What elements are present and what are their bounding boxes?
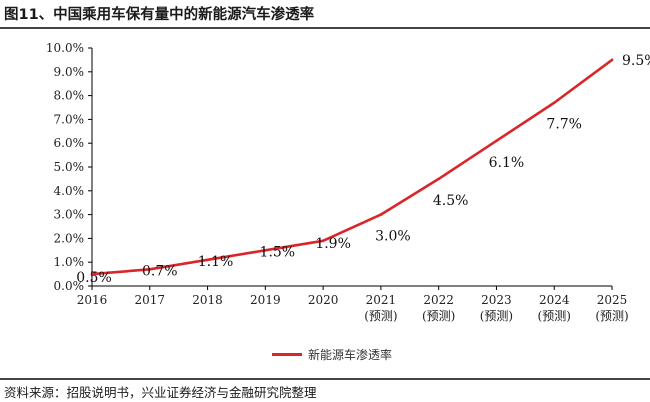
legend-swatch bbox=[272, 353, 302, 356]
source-note: 资料来源：招股说明书，兴业证券经济与金融研究院整理 bbox=[4, 385, 317, 400]
x-tick-label: 2018 bbox=[192, 293, 223, 307]
x-tick-label: 2022 bbox=[423, 293, 454, 307]
y-tick-label: 4.0% bbox=[54, 184, 85, 198]
x-tick-label: 2023 bbox=[481, 293, 512, 307]
y-tick-label: 1.0% bbox=[54, 255, 85, 269]
data-label: 7.7% bbox=[546, 117, 582, 133]
x-tick-label: 2021 bbox=[366, 293, 397, 307]
y-tick-label: 7.0% bbox=[54, 112, 85, 126]
legend: 新能源车渗透率 bbox=[272, 346, 392, 363]
data-label: 0.7% bbox=[142, 263, 178, 279]
data-label: 1.9% bbox=[315, 236, 351, 252]
data-point bbox=[148, 268, 152, 271]
data-label: 4.5% bbox=[433, 193, 469, 209]
data-point bbox=[206, 258, 209, 262]
data-point bbox=[321, 239, 325, 243]
y-tick-label: 3.0% bbox=[54, 208, 85, 222]
data-point bbox=[610, 58, 614, 62]
data-point bbox=[379, 213, 383, 216]
data-label: 9.5% bbox=[622, 53, 650, 69]
y-tick-label: 2.0% bbox=[54, 231, 85, 245]
data-point bbox=[90, 272, 94, 276]
y-tick-label: 9.0% bbox=[54, 65, 85, 79]
x-tick-label: 2019 bbox=[250, 293, 281, 307]
x-tick-label: 2024 bbox=[539, 293, 570, 307]
y-tick-label: 0.0% bbox=[54, 279, 85, 293]
series-line bbox=[90, 58, 614, 276]
title-rule bbox=[0, 27, 650, 29]
data-label: 6.1% bbox=[489, 155, 525, 171]
y-tick-label: 10.0% bbox=[46, 41, 84, 55]
x-tick-sublabel: (预测) bbox=[422, 309, 455, 323]
x-tick-label: 2016 bbox=[77, 293, 108, 307]
x-tick-label: 2017 bbox=[135, 293, 166, 307]
x-tick-label: 2020 bbox=[308, 293, 339, 307]
x-tick-sublabel: (预测) bbox=[538, 309, 571, 323]
y-tick-label: 8.0% bbox=[54, 89, 85, 103]
y-tick-label: 6.0% bbox=[54, 136, 85, 150]
y-tick-label: 5.0% bbox=[54, 160, 85, 174]
data-label: 0.5% bbox=[76, 270, 112, 286]
data-point bbox=[552, 101, 556, 105]
source-rule bbox=[0, 378, 650, 380]
x-tick-sublabel: (预测) bbox=[480, 309, 513, 323]
legend-label: 新能源车渗透率 bbox=[308, 348, 393, 362]
chart-title: 图11、中国乘用车保有量中的新能源汽车渗透率 bbox=[4, 7, 315, 23]
data-label: 1.5% bbox=[260, 244, 296, 260]
data-point bbox=[264, 249, 267, 252]
data-point bbox=[437, 177, 440, 181]
x-tick-label: 2025 bbox=[597, 293, 628, 307]
data-label: 1.1% bbox=[198, 254, 234, 270]
x-tick-sublabel: (预测) bbox=[364, 309, 397, 323]
data-label: 3.0% bbox=[375, 229, 411, 245]
x-tick-sublabel: (预测) bbox=[595, 309, 628, 323]
data-point bbox=[495, 139, 498, 143]
line-chart: 0.0% 1.0% 2.0% 3.0% 4.0% 5.0% 6.0% 7.0% 8.0% 9.0%… bbox=[46, 41, 650, 323]
